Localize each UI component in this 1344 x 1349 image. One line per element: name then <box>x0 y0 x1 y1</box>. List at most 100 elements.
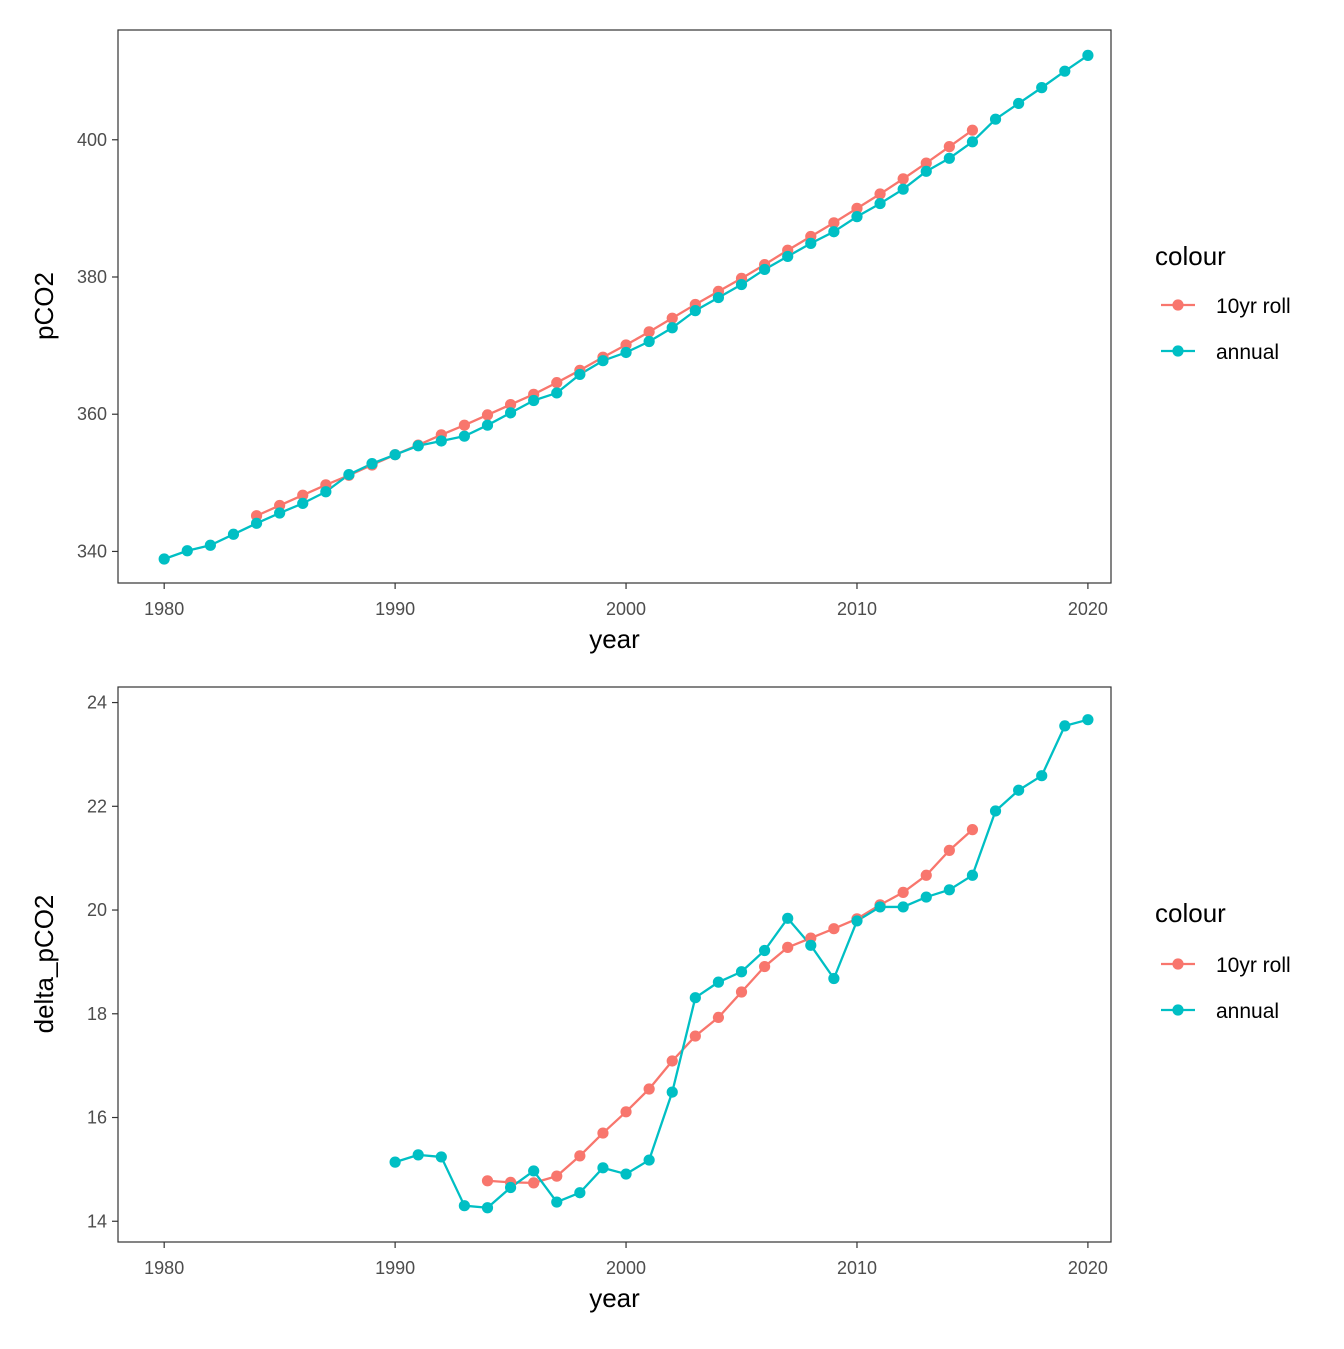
legend: colour 10yr roll annual <box>1155 898 1291 1023</box>
x-tick-label: 1980 <box>144 599 184 619</box>
y-tick-label: 14 <box>87 1211 107 1231</box>
x-tick-label: 2010 <box>837 599 877 619</box>
data-point-roll <box>920 157 932 169</box>
x-tick-label: 2020 <box>1068 1258 1108 1278</box>
data-point-annual <box>989 113 1002 125</box>
data-point-annual <box>1082 49 1094 61</box>
data-point-roll <box>828 217 840 229</box>
data-point-annual <box>851 211 863 223</box>
x-axis: 1980 1990 2000 2010 2020 <box>144 1242 1108 1278</box>
x-tick-label: 2000 <box>606 599 646 619</box>
data-point-annual <box>366 458 378 470</box>
data-point-annual <box>528 1165 540 1177</box>
data-point-annual <box>227 528 240 540</box>
data-point-roll <box>689 1030 701 1042</box>
data-point-annual <box>435 1151 447 1163</box>
data-point-annual <box>943 884 955 896</box>
legend-title: colour <box>1155 898 1226 928</box>
data-point-annual <box>874 197 886 210</box>
data-point-annual <box>643 335 655 348</box>
data-point-annual <box>1059 720 1071 732</box>
y-tick-label: 360 <box>77 404 107 424</box>
x-tick-label: 1980 <box>144 1258 184 1278</box>
x-tick-label: 2010 <box>837 1258 877 1278</box>
data-point-roll <box>458 419 470 431</box>
data-point-annual <box>181 545 193 557</box>
series-line-roll <box>487 828 974 1185</box>
legend-title: colour <box>1155 241 1226 271</box>
data-point-roll <box>897 886 909 899</box>
y-tick-label: 400 <box>77 130 107 150</box>
data-point-annual <box>666 322 678 334</box>
data-point-roll <box>897 173 909 185</box>
data-point-annual <box>1036 770 1048 782</box>
y-axis: 14 16 18 20 22 24 <box>87 693 118 1231</box>
data-point-annual <box>1059 65 1071 77</box>
data-point-annual <box>320 486 332 498</box>
data-point-annual <box>851 915 863 927</box>
data-point-annual <box>297 497 309 510</box>
data-point-roll <box>874 188 886 200</box>
plot-marks <box>158 49 1094 565</box>
data-point-annual <box>874 901 886 913</box>
data-point-annual <box>597 355 609 367</box>
data-point-roll <box>943 844 955 856</box>
data-point-annual <box>712 291 725 304</box>
legend-item-annual: annual <box>1161 341 1279 364</box>
data-point-annual <box>966 136 979 148</box>
data-point-annual <box>782 250 794 263</box>
legend-label-annual: annual <box>1216 341 1279 364</box>
plot-marks <box>389 714 1094 1214</box>
legend-item-annual: annual <box>1161 1000 1279 1023</box>
y-tick-label: 16 <box>87 1108 107 1128</box>
data-point-annual <box>551 1196 563 1208</box>
chart-delta-pco2: 1980 1990 2000 2010 2020 14 16 18 20 22 24 year d… <box>29 686 1291 1313</box>
data-point-roll <box>297 489 309 501</box>
data-point-annual <box>666 1086 678 1098</box>
data-point-roll <box>666 1055 678 1067</box>
data-point-annual <box>897 901 909 913</box>
data-point-annual <box>620 1168 632 1180</box>
data-point-annual <box>643 1154 655 1166</box>
data-point-annual <box>735 966 748 978</box>
data-point-roll <box>735 986 748 998</box>
data-point-roll <box>782 941 794 953</box>
data-point-roll <box>620 1106 632 1118</box>
x-tick-label: 1990 <box>375 1258 415 1278</box>
data-point-annual <box>805 939 817 951</box>
data-point-roll <box>574 1150 586 1162</box>
data-point-roll <box>828 923 840 935</box>
data-point-annual <box>389 449 401 461</box>
data-point-annual <box>597 1162 609 1174</box>
panel-border <box>117 29 1112 584</box>
data-point-annual <box>689 992 701 1004</box>
y-tick-label: 18 <box>87 1004 107 1024</box>
data-point-annual <box>828 972 840 985</box>
y-tick-label: 20 <box>87 900 107 920</box>
y-axis: 340 360 380 400 <box>77 130 118 561</box>
data-point-annual <box>1013 784 1025 796</box>
data-point-annual <box>620 346 632 359</box>
data-point-annual <box>504 407 517 419</box>
data-point-annual <box>759 944 771 957</box>
data-point-roll <box>966 124 979 136</box>
data-point-annual <box>805 237 817 249</box>
data-point-annual <box>343 468 355 481</box>
data-point-annual <box>481 419 494 431</box>
x-tick-label: 2020 <box>1068 599 1108 619</box>
y-axis-title: pCO2 <box>29 272 59 340</box>
data-point-roll <box>666 312 678 324</box>
data-point-annual <box>528 394 540 407</box>
data-point-annual <box>504 1181 517 1194</box>
panel-border <box>117 686 1112 1243</box>
data-point-annual <box>828 226 840 238</box>
data-point-roll <box>504 399 517 411</box>
data-point-annual <box>989 805 1002 817</box>
legend-label-annual: annual <box>1216 1000 1279 1023</box>
data-point-roll <box>759 960 771 973</box>
data-point-annual <box>250 517 263 529</box>
data-point-roll <box>851 202 863 214</box>
data-point-annual <box>759 263 771 276</box>
data-point-annual <box>1082 714 1094 726</box>
